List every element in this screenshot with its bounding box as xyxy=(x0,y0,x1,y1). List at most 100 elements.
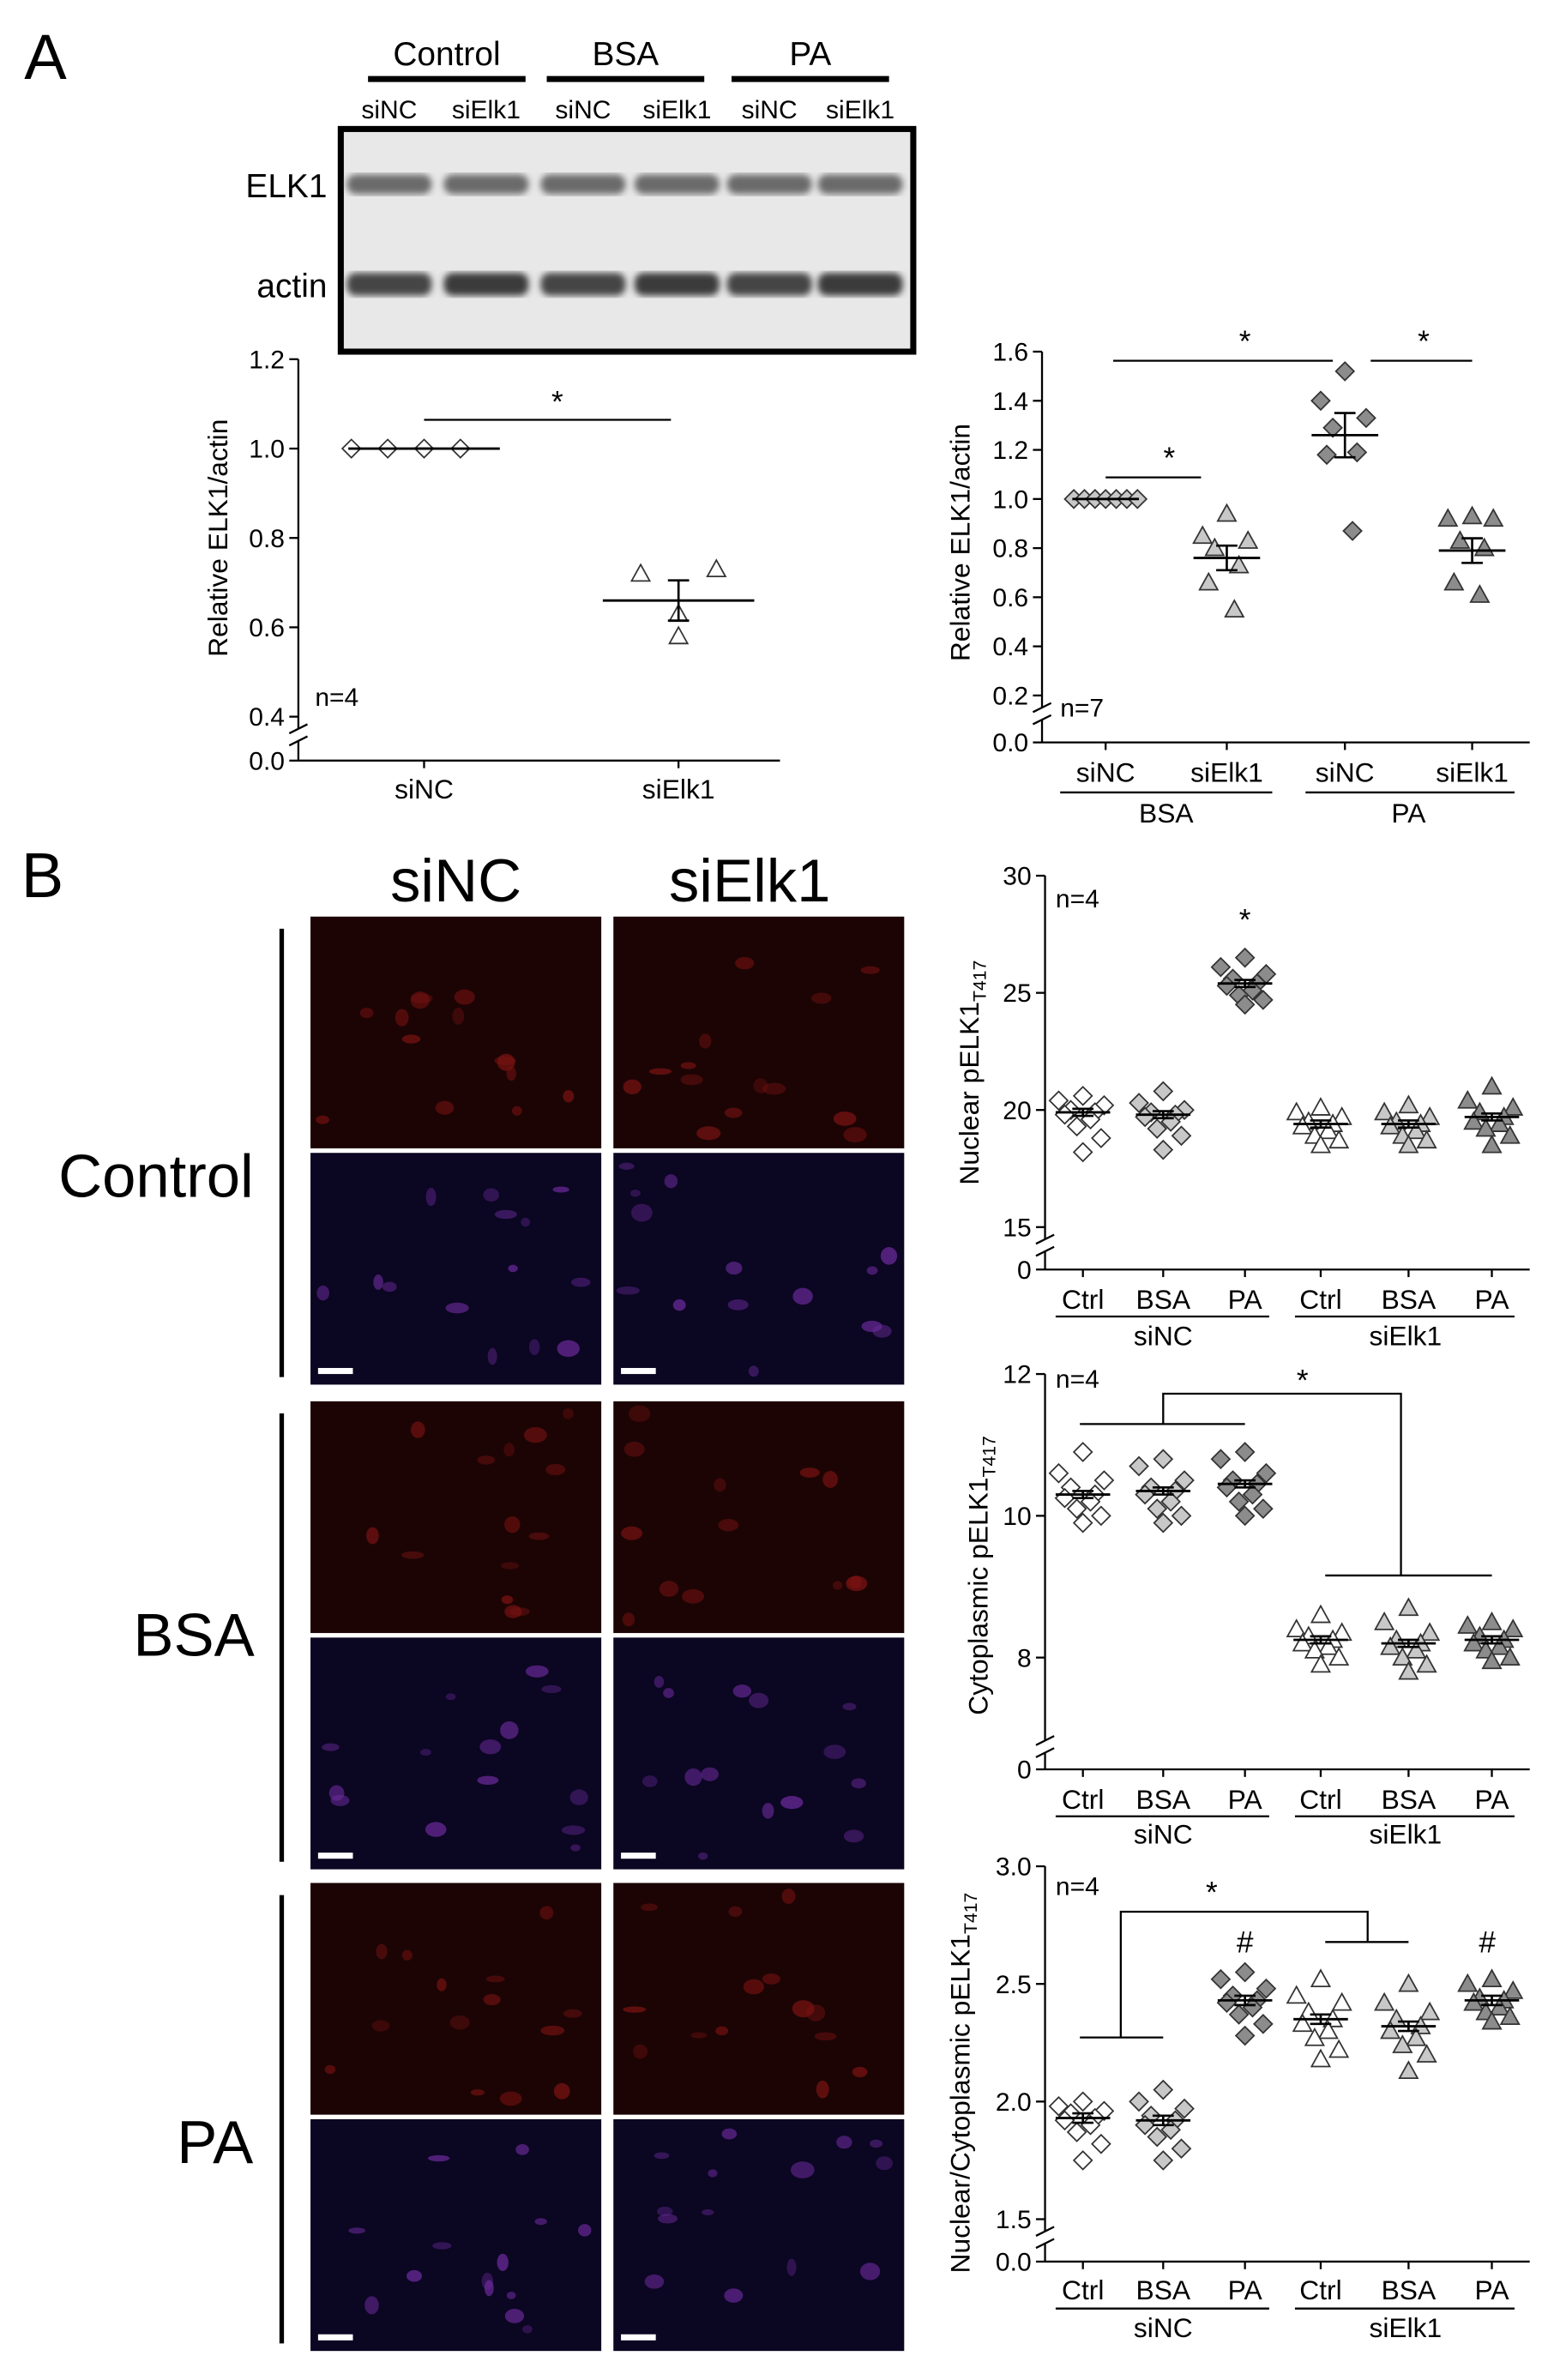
cell xyxy=(621,1526,643,1540)
panel-label: B xyxy=(21,840,63,911)
cell xyxy=(799,1467,820,1478)
micrograph xyxy=(613,916,905,1148)
lane-label: siElk1 xyxy=(642,96,711,124)
data-point xyxy=(1392,2034,1413,2053)
cell xyxy=(445,1693,456,1701)
scale-bar xyxy=(317,1368,353,1375)
cell xyxy=(382,1281,397,1292)
blot-band xyxy=(817,174,903,195)
significance-mark: * xyxy=(1239,325,1251,359)
cell xyxy=(411,1421,425,1438)
data-point xyxy=(1066,1116,1087,1137)
band-label: ELK1 xyxy=(245,168,327,205)
data-point xyxy=(1503,1618,1524,1637)
blot-band xyxy=(634,273,720,296)
axis-break xyxy=(1035,1233,1055,1245)
data-point xyxy=(1048,1090,1069,1112)
data-point xyxy=(1072,2150,1093,2171)
cell xyxy=(724,2288,744,2303)
error-bar xyxy=(1398,1638,1419,1648)
error-bar xyxy=(1234,979,1256,989)
y-tick-label: 1.0 xyxy=(992,485,1028,514)
band-label: actin xyxy=(256,268,327,304)
data-point xyxy=(1457,1089,1479,1109)
y-tick-label: 1.5 xyxy=(996,2206,1032,2234)
x-tick-label: Ctrl xyxy=(1299,1784,1341,1815)
row-label: BSA xyxy=(133,1601,254,1669)
cell xyxy=(880,1247,898,1265)
cell xyxy=(561,1825,586,1835)
data-point xyxy=(629,563,652,582)
cell xyxy=(861,1320,882,1333)
error-bar xyxy=(1152,2114,1174,2127)
cell xyxy=(836,2136,852,2149)
y-tick-label: 10 xyxy=(1003,1503,1031,1531)
cell xyxy=(859,2263,881,2281)
cell xyxy=(641,1903,658,1912)
cell xyxy=(364,2296,379,2315)
data-point xyxy=(1174,1100,1195,1121)
axis-break xyxy=(1032,702,1052,714)
cell xyxy=(401,1551,425,1559)
cell xyxy=(540,2025,565,2036)
cell xyxy=(522,2325,533,2334)
y-tick-label: 1.4 xyxy=(992,388,1028,416)
blot-frame xyxy=(337,125,917,355)
x-tick-label: siNC xyxy=(395,774,454,804)
scale-bar xyxy=(621,1853,656,1859)
axis-break xyxy=(288,723,309,735)
data-point xyxy=(1242,1484,1263,1505)
data-point xyxy=(1153,2150,1174,2171)
data-point xyxy=(1483,508,1504,527)
cell xyxy=(872,1324,892,1338)
data-point xyxy=(1174,2098,1195,2119)
data-point xyxy=(1228,554,1250,574)
data-point xyxy=(1374,1991,1395,2011)
data-point xyxy=(1380,1115,1401,1135)
scale-bar xyxy=(621,1368,656,1375)
cell xyxy=(790,2161,815,2178)
group-label: siNC xyxy=(1134,2312,1193,2343)
cell xyxy=(654,2152,670,2160)
condition-label: Control xyxy=(393,36,500,73)
data-point xyxy=(1463,1632,1485,1652)
scale-bar xyxy=(317,2334,353,2341)
y-tick-label: 1.2 xyxy=(992,437,1028,465)
cell xyxy=(425,1822,447,1837)
data-point xyxy=(1416,1654,1437,1673)
cell xyxy=(633,2044,648,2059)
data-point xyxy=(1210,1968,1232,1990)
y-axis-label: Relative ELK1/actin xyxy=(202,419,233,657)
cell xyxy=(616,1286,640,1295)
cell xyxy=(563,2009,582,2018)
n-label: n=4 xyxy=(315,684,358,712)
data-point xyxy=(1374,1101,1395,1121)
cell xyxy=(680,1074,703,1086)
data-point xyxy=(1304,2027,1326,2046)
cell xyxy=(449,2015,470,2030)
y-label-main: Cytoplasmic pELK1 xyxy=(962,1477,993,1714)
cell xyxy=(512,1106,522,1116)
cell xyxy=(701,1767,720,1781)
data-point xyxy=(1160,2119,1181,2141)
cell xyxy=(485,1975,505,1983)
data-point xyxy=(1317,1120,1339,1140)
cell xyxy=(324,2064,336,2075)
data-point xyxy=(1380,1636,1401,1655)
data-point xyxy=(1160,1491,1181,1512)
cell xyxy=(545,1463,566,1476)
data-point xyxy=(1310,390,1331,412)
y-label-main: Relative ELK1/actin xyxy=(944,424,975,661)
x-tick-label: siElk1 xyxy=(1190,757,1263,788)
cell xyxy=(427,2154,450,2162)
cell xyxy=(724,1107,743,1118)
blot-band xyxy=(346,273,432,296)
data-point xyxy=(1072,1142,1093,1163)
x-tick-label: PA xyxy=(1228,1284,1263,1315)
cell xyxy=(539,1906,554,1920)
blot-band xyxy=(817,273,903,296)
data-point xyxy=(1129,1093,1149,1113)
cell xyxy=(682,1588,705,1604)
data-point xyxy=(1072,1512,1093,1533)
error-bar xyxy=(1461,537,1483,564)
